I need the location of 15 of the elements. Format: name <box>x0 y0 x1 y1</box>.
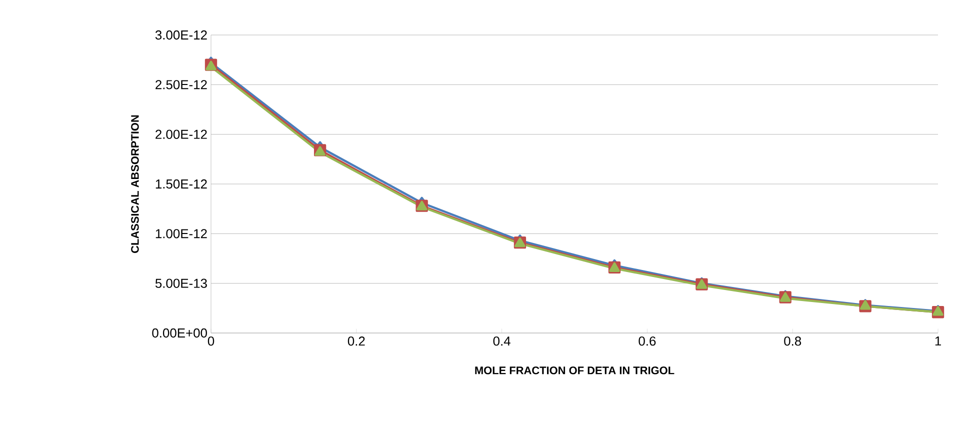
x-tick-label: 0.2 <box>348 336 365 346</box>
y-tick-label: 0.00E+00 <box>152 328 207 338</box>
y-tick-label: 5.00E-13 <box>155 278 207 288</box>
x-tick-label: 0.8 <box>784 336 802 346</box>
y-tick-label: 2.00E-12 <box>156 130 207 139</box>
x-tick-label: 0 <box>208 336 214 346</box>
y-tick-label: 2.50E-12 <box>156 80 207 90</box>
x-axis-title: MOLE FRACTION OF DETA IN TRIGOL <box>475 366 674 374</box>
x-tick-label: 0.4 <box>493 336 510 346</box>
y-tick-label: 1.00E-12 <box>156 229 207 238</box>
y-tick-label: 3.00E-12 <box>155 30 207 40</box>
x-tick-label: 1 <box>935 336 941 346</box>
x-tick-label: 0.6 <box>638 336 656 346</box>
y-axis-title: CLASSICAL ABSORPTION <box>131 115 139 253</box>
y-tick-label: 1.50E-12 <box>156 179 207 189</box>
